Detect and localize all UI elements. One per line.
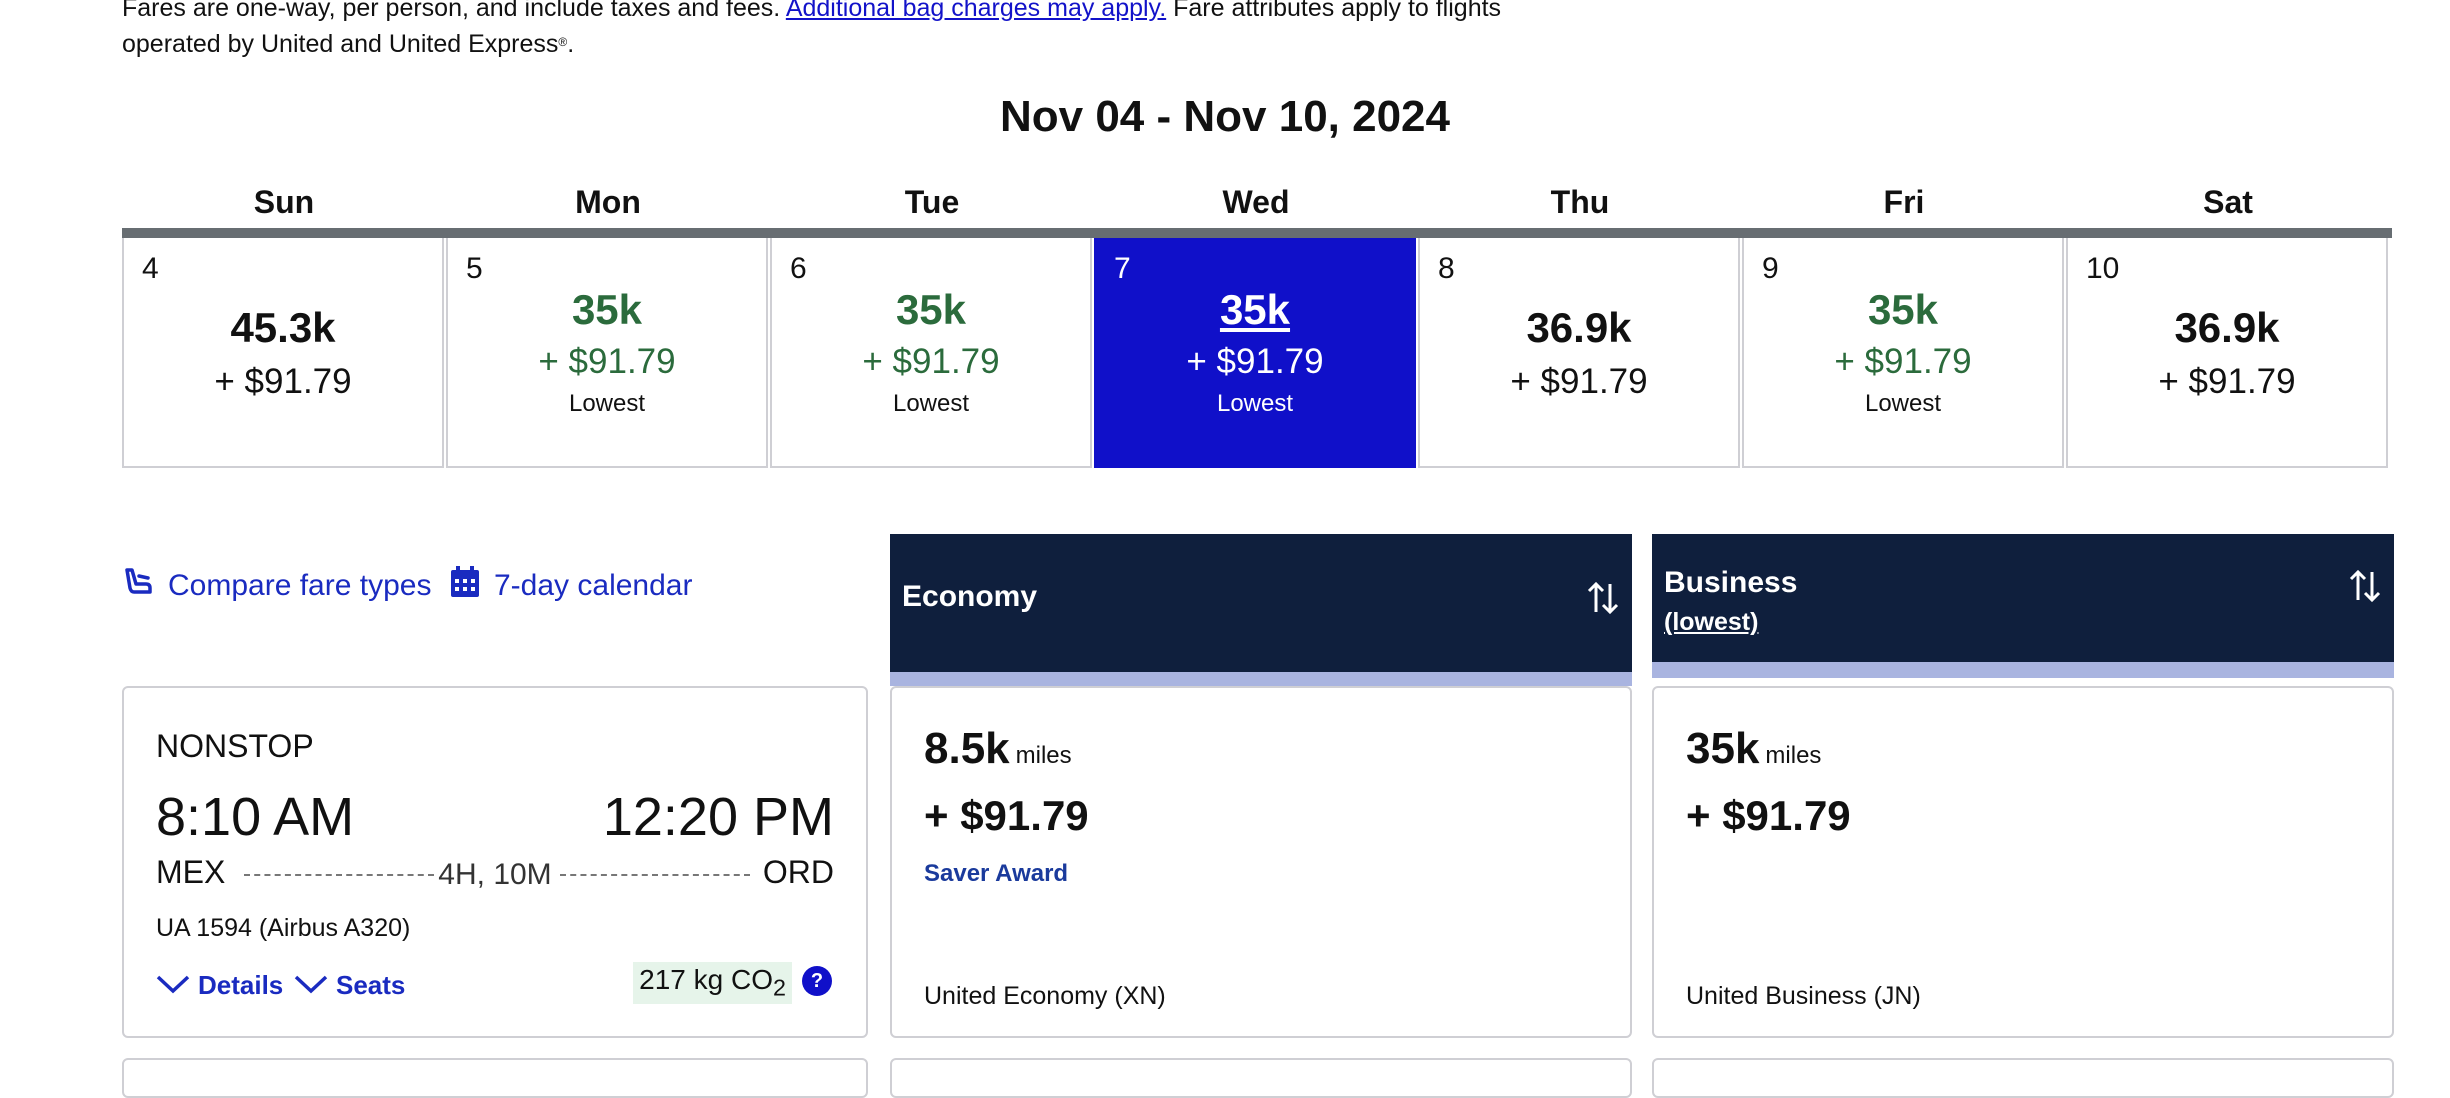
arrival-time: 12:20 PM bbox=[602, 787, 834, 847]
day-header-mon: Mon bbox=[575, 184, 641, 220]
day-header-thu: Thu bbox=[1550, 184, 1610, 220]
business-lowest-link[interactable]: (lowest) bbox=[1664, 608, 1759, 636]
help-icon[interactable]: ? bbox=[802, 966, 832, 996]
next-flight-card bbox=[122, 1058, 868, 1098]
miles-unit: miles bbox=[1765, 742, 1822, 769]
seven-day-calendar-link[interactable]: 7-day calendar bbox=[450, 566, 692, 606]
notice-text: Fares are one-way, per person, and inclu… bbox=[122, 0, 786, 22]
day-miles: 36.9k bbox=[2174, 304, 2280, 351]
seat-icon bbox=[122, 566, 154, 606]
day-header-tue: Tue bbox=[904, 184, 960, 220]
day-cell-7-selected[interactable]: 7 35k + $91.79 Lowest bbox=[1094, 238, 1416, 468]
co2-badge: 217 kg CO2 bbox=[633, 962, 792, 1004]
fare-price: + $91.79 bbox=[924, 792, 1089, 839]
flight-card: NONSTOP 8:10 AM 12:20 PM MEX 4H, 10M ORD… bbox=[122, 686, 868, 1038]
day-cell-9[interactable]: 9 35k + $91.79 Lowest bbox=[1742, 238, 2064, 468]
fare-class: United Economy (XN) bbox=[924, 982, 1166, 1010]
bag-charges-link[interactable]: Additional bag charges may apply. bbox=[785, 0, 1167, 22]
day-miles: 35k bbox=[1867, 286, 1939, 333]
seats-toggle[interactable]: Seats bbox=[294, 970, 405, 1001]
origin-airport: MEX bbox=[156, 854, 226, 890]
economy-miles: 8.5k bbox=[924, 724, 1010, 773]
economy-column-header[interactable]: Economy bbox=[890, 534, 1632, 686]
business-fare-card[interactable]: 35k miles + $91.79 United Business (JN) bbox=[1652, 686, 2394, 1038]
lowest-label: Lowest bbox=[1864, 390, 1942, 417]
sort-icon[interactable] bbox=[1586, 580, 1620, 621]
day-number: 8 bbox=[1438, 252, 1455, 285]
day-price: + $91.79 bbox=[214, 362, 352, 401]
day-price: + $91.79 bbox=[1186, 342, 1324, 381]
day-header-fri: Fri bbox=[1883, 184, 1925, 220]
calendar-icon bbox=[450, 566, 480, 606]
lowest-label: Lowest bbox=[892, 390, 970, 417]
day-miles: 35k bbox=[895, 286, 967, 333]
day-cell-10[interactable]: 10 36.9k + $91.79 bbox=[2066, 238, 2388, 468]
economy-title: Economy bbox=[902, 580, 1038, 613]
day-price: + $91.79 bbox=[862, 342, 1000, 381]
economy-header-bar bbox=[890, 672, 1632, 686]
compare-fare-types-link[interactable]: Compare fare types bbox=[122, 566, 431, 606]
calendar-header-divider bbox=[122, 228, 2392, 238]
miles-unit: miles bbox=[1015, 742, 1072, 769]
week-title: Nov 04 - Nov 10, 2024 bbox=[999, 92, 1450, 141]
lowest-label: Lowest bbox=[568, 390, 646, 417]
fare-miles: 35k miles bbox=[1686, 724, 1821, 774]
details-label: Details bbox=[198, 970, 284, 1000]
flight-number: UA 1594 (Airbus A320) bbox=[156, 914, 411, 942]
day-cell-6[interactable]: 6 35k + $91.79 Lowest bbox=[770, 238, 1092, 468]
route-line-left bbox=[244, 874, 434, 876]
day-price: + $91.79 bbox=[2158, 362, 2296, 401]
business-column-header[interactable]: Business (lowest) bbox=[1652, 534, 2394, 678]
business-title: Business bbox=[1664, 566, 1798, 599]
day-number: 7 bbox=[1114, 252, 1131, 285]
departure-time: 8:10 AM bbox=[156, 787, 355, 847]
business-header-bar bbox=[1652, 662, 2394, 678]
notice-text-after: Fare attributes apply to flights operate… bbox=[122, 0, 1502, 58]
fare-notice: Fares are one-way, per person, and inclu… bbox=[122, 0, 1562, 62]
day-number: 10 bbox=[2086, 252, 2120, 285]
sort-icon[interactable] bbox=[2348, 568, 2382, 609]
fare-price: + $91.79 bbox=[1686, 792, 1851, 839]
day-price: + $91.79 bbox=[1834, 342, 1972, 381]
day-header-sun: Sun bbox=[253, 184, 315, 220]
co2-value: 217 kg CO bbox=[639, 964, 774, 995]
details-toggle[interactable]: Details bbox=[156, 970, 283, 1001]
day-cell-4[interactable]: 4 45.3k + $91.79 bbox=[122, 238, 444, 468]
day-price: + $91.79 bbox=[538, 342, 676, 381]
destination-airport: ORD bbox=[762, 854, 834, 890]
day-miles: 36.9k bbox=[1526, 304, 1632, 351]
seats-label: Seats bbox=[336, 970, 406, 1000]
fare-class: United Business (JN) bbox=[1686, 982, 1921, 1010]
day-number: 6 bbox=[790, 252, 807, 285]
day-number: 9 bbox=[1762, 252, 1779, 285]
route-line-right bbox=[560, 874, 750, 876]
day-header-sat: Sat bbox=[2203, 184, 2253, 220]
registered-mark: ® bbox=[558, 35, 568, 49]
seven-day-calendar-label: 7-day calendar bbox=[494, 569, 693, 602]
economy-fare-card[interactable]: 8.5k miles + $91.79 Saver Award United Ec… bbox=[890, 686, 1632, 1038]
co2-subscript: 2 bbox=[773, 974, 786, 1001]
flight-duration: 4H, 10M bbox=[438, 858, 552, 891]
day-price: + $91.79 bbox=[1510, 362, 1648, 401]
day-miles: 35k bbox=[571, 286, 643, 333]
day-miles: 45.3k bbox=[230, 304, 336, 351]
day-cell-8[interactable]: 8 36.9k + $91.79 bbox=[1418, 238, 1740, 468]
day-number: 4 bbox=[142, 252, 159, 285]
day-header-wed: Wed bbox=[1222, 184, 1290, 220]
day-miles: 35k bbox=[1219, 286, 1291, 333]
business-miles: 35k bbox=[1686, 724, 1760, 773]
fare-miles: 8.5k miles bbox=[924, 724, 1072, 774]
saver-award-label: Saver Award bbox=[924, 860, 1069, 887]
compare-fare-types-label: Compare fare types bbox=[168, 569, 432, 602]
day-cell-5[interactable]: 5 35k + $91.79 Lowest bbox=[446, 238, 768, 468]
next-economy-card bbox=[890, 1058, 1632, 1098]
lowest-label: Lowest bbox=[1216, 390, 1294, 417]
chevron-down-icon bbox=[156, 970, 190, 1001]
notice-end: . bbox=[567, 30, 575, 58]
chevron-down-icon bbox=[294, 970, 328, 1001]
next-business-card bbox=[1652, 1058, 2394, 1098]
day-number: 5 bbox=[466, 252, 483, 285]
stops-label: NONSTOP bbox=[156, 728, 314, 764]
